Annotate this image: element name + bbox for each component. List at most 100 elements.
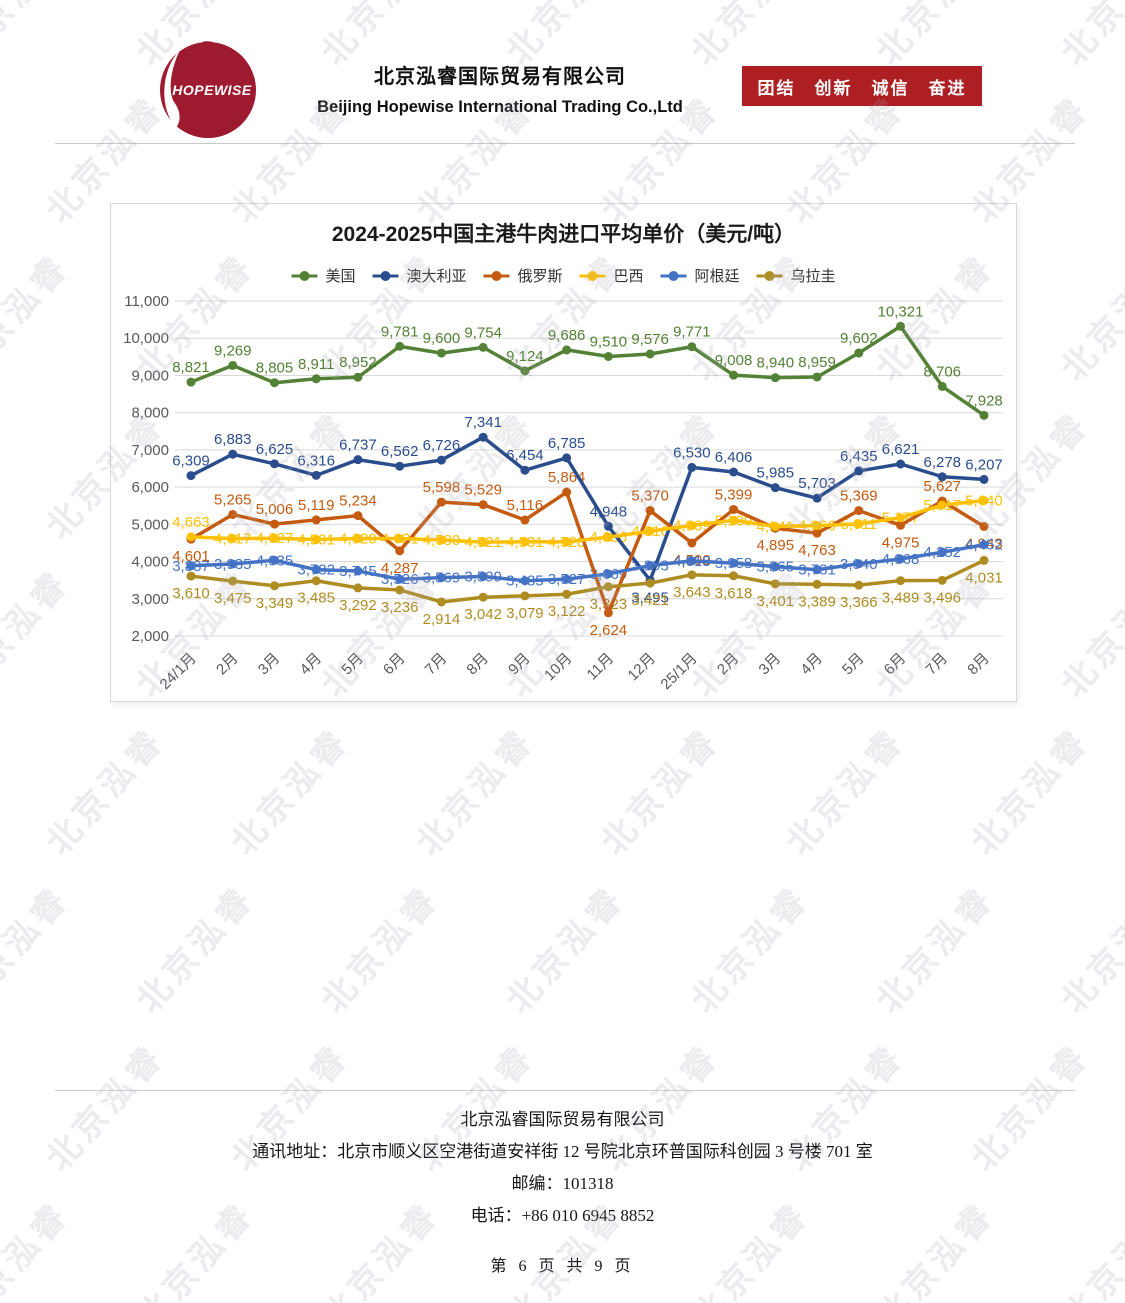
data-point bbox=[269, 555, 279, 565]
data-label: 4,031 bbox=[965, 569, 1003, 586]
data-point bbox=[562, 574, 572, 584]
data-point bbox=[395, 461, 405, 471]
watermark-text: 北京泓睿 bbox=[0, 563, 77, 705]
footer-company: 北京泓睿国际贸易有限公司 bbox=[460, 1110, 665, 1129]
x-axis-tick: 10月 bbox=[541, 650, 575, 684]
data-label: 7,341 bbox=[464, 414, 502, 431]
watermark-text: 北京泓睿 bbox=[1054, 879, 1125, 1021]
y-axis-tick: 2,000 bbox=[131, 628, 169, 645]
data-point bbox=[896, 321, 906, 331]
data-label: 4,287 bbox=[381, 560, 419, 577]
data-label: 3,079 bbox=[506, 605, 544, 622]
x-axis-tick: 3月 bbox=[255, 650, 284, 679]
data-point bbox=[770, 562, 780, 572]
data-point bbox=[228, 360, 238, 370]
data-point bbox=[687, 556, 697, 566]
data-point bbox=[645, 349, 655, 359]
logo-leaf bbox=[202, 41, 220, 50]
data-point bbox=[854, 506, 864, 516]
chart-legend: 美国 澳大利亚 俄罗斯 巴西 阿根廷 乌拉圭 bbox=[291, 268, 836, 285]
data-point bbox=[603, 569, 613, 579]
watermark-text: 北京泓睿 bbox=[39, 721, 172, 863]
data-point bbox=[979, 540, 989, 550]
data-point bbox=[311, 565, 321, 575]
data-point bbox=[979, 521, 989, 531]
watermark-text: 北京泓睿 bbox=[869, 879, 1002, 1021]
y-axis-tick: 9,000 bbox=[131, 367, 169, 384]
data-label: 6,726 bbox=[423, 437, 461, 454]
data-point bbox=[937, 381, 947, 391]
data-point bbox=[812, 579, 822, 589]
data-point bbox=[937, 500, 947, 510]
data-label: 6,406 bbox=[715, 449, 753, 466]
data-label: 5,985 bbox=[757, 465, 795, 482]
x-axis-tick: 3月 bbox=[756, 650, 785, 679]
y-axis-tick: 5,000 bbox=[131, 516, 169, 533]
data-label: 6,435 bbox=[840, 448, 878, 465]
x-axis-tick: 4月 bbox=[297, 650, 326, 679]
watermark-text: 北京泓睿 bbox=[224, 721, 357, 863]
legend-marker-icon bbox=[668, 271, 679, 281]
data-point bbox=[311, 374, 321, 384]
series-line bbox=[189, 435, 986, 583]
watermark-text: 北京泓睿 bbox=[1054, 247, 1125, 389]
x-axis-tick: 6月 bbox=[881, 650, 910, 679]
data-label: 6,883 bbox=[214, 431, 252, 448]
data-point bbox=[979, 474, 989, 484]
data-point bbox=[186, 532, 196, 542]
data-label: 3,496 bbox=[923, 589, 961, 606]
data-label: 9,510 bbox=[590, 333, 628, 350]
data-label: 2,624 bbox=[590, 622, 628, 639]
x-axis-tick: 5月 bbox=[338, 650, 367, 679]
data-point bbox=[436, 573, 446, 583]
y-axis-tick: 7,000 bbox=[131, 442, 169, 459]
watermark-text: 北京泓睿 bbox=[499, 879, 632, 1021]
data-label: 8,959 bbox=[798, 354, 836, 371]
data-point bbox=[937, 547, 947, 557]
data-point bbox=[311, 470, 321, 480]
data-label: 3,122 bbox=[548, 603, 586, 620]
data-label: 3,292 bbox=[339, 597, 377, 614]
data-point bbox=[729, 504, 739, 514]
data-point bbox=[353, 511, 363, 521]
data-point bbox=[770, 579, 780, 589]
data-point bbox=[186, 561, 196, 571]
data-point bbox=[645, 526, 655, 536]
data-point bbox=[478, 342, 488, 352]
data-point bbox=[729, 558, 739, 568]
data-label: 9,781 bbox=[381, 323, 419, 340]
data-point bbox=[729, 571, 739, 581]
data-label: 8,940 bbox=[757, 355, 795, 372]
data-point bbox=[729, 467, 739, 477]
data-label: 6,309 bbox=[172, 453, 210, 470]
y-axis-tick: 8,000 bbox=[131, 405, 169, 422]
watermark-text: 北京泓睿 bbox=[964, 721, 1097, 863]
data-label: 6,316 bbox=[297, 452, 335, 469]
legend-label: 俄罗斯 bbox=[518, 268, 563, 285]
data-label: 6,785 bbox=[548, 435, 586, 452]
data-point bbox=[520, 591, 530, 601]
x-axis-tick: 12月 bbox=[625, 650, 659, 684]
data-point bbox=[478, 537, 488, 547]
data-point bbox=[186, 571, 196, 581]
series-line bbox=[189, 542, 986, 583]
data-point bbox=[896, 459, 906, 469]
data-label: 9,576 bbox=[631, 331, 669, 348]
data-label: 6,278 bbox=[923, 454, 961, 471]
data-point bbox=[520, 515, 530, 525]
data-point bbox=[770, 522, 780, 532]
legend-item-美国: 美国 bbox=[291, 268, 356, 285]
data-point bbox=[603, 532, 613, 542]
data-label: 5,399 bbox=[715, 486, 753, 503]
data-point bbox=[812, 493, 822, 503]
data-label: 7,928 bbox=[965, 392, 1003, 409]
data-label: 4,601 bbox=[172, 548, 210, 565]
legend-label: 阿根廷 bbox=[695, 268, 740, 285]
data-label: 6,737 bbox=[339, 437, 377, 454]
data-point bbox=[645, 578, 655, 588]
data-label: 5,116 bbox=[507, 497, 543, 514]
data-point bbox=[353, 372, 363, 382]
data-point bbox=[603, 608, 613, 618]
data-point bbox=[186, 471, 196, 481]
